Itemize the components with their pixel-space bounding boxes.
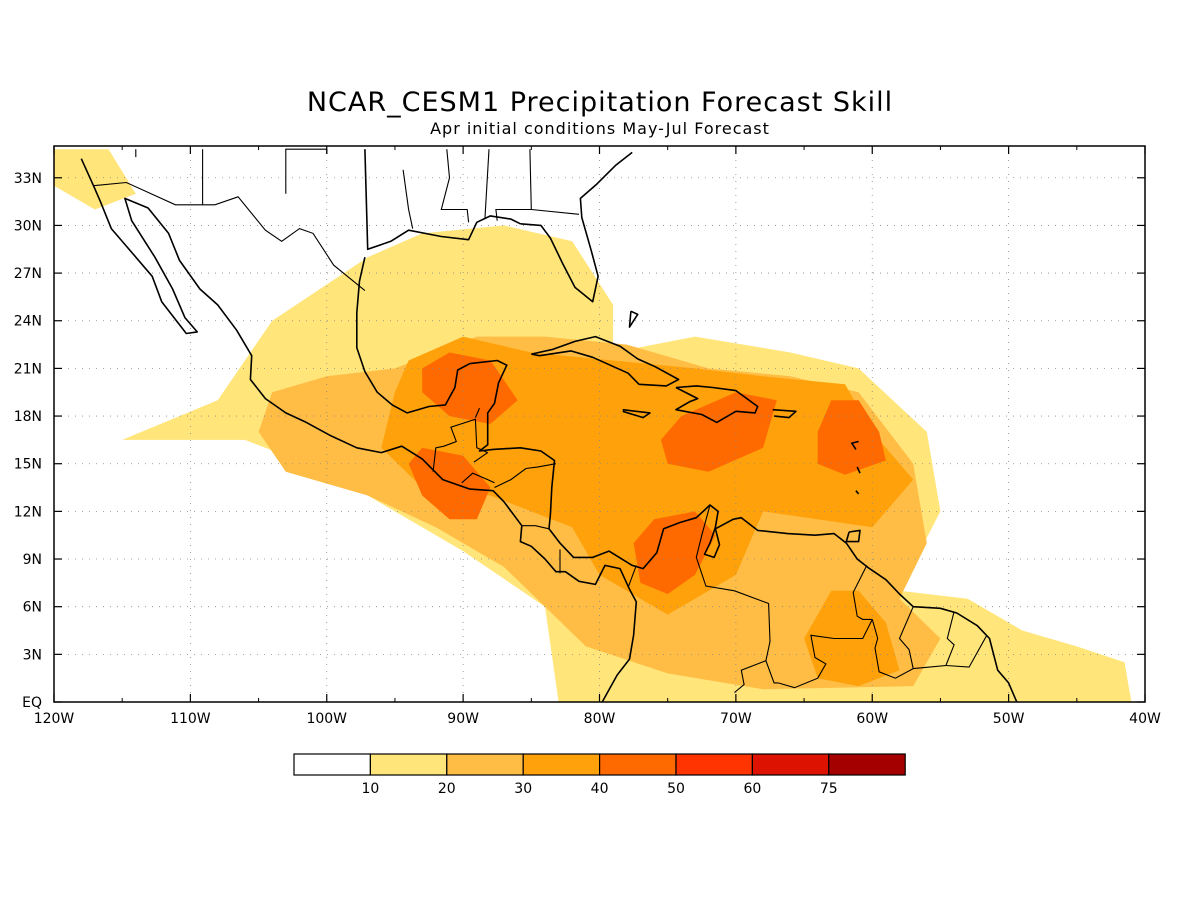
- skill-region-10: [817, 400, 886, 475]
- country-border: [945, 635, 988, 668]
- coastline: [628, 310, 639, 328]
- coastline: [520, 151, 633, 303]
- lat-tick-label: 15N: [14, 457, 42, 473]
- coastline: [855, 490, 860, 495]
- country-border: [473, 452, 489, 463]
- colorbar-swatch: [446, 753, 524, 776]
- lat-tick-label: 6N: [23, 600, 42, 616]
- country-borders: [93, 148, 988, 693]
- colorbar-label: 30: [514, 781, 532, 797]
- country-border: [495, 149, 532, 221]
- longitude-axis: 120W 110W 100W 90W 80W 70W 60W 50W 40W: [34, 146, 1161, 727]
- country-border: [93, 181, 366, 292]
- lat-tick-label: 30N: [14, 218, 42, 234]
- country-border: [484, 149, 490, 220]
- chart-title: NCAR_CESM1 Precipitation Forecast Skill: [307, 87, 893, 118]
- colorbar-swatch: [522, 753, 601, 776]
- coastline: [622, 408, 651, 419]
- lon-tick-label: 40W: [1129, 711, 1161, 727]
- coastlines: [80, 149, 1018, 702]
- colorbar-label: 10: [361, 781, 379, 797]
- latitude-axis: EQ 3N 6N 9N 12N 15N 18N 21N 24N 27N 30N 33N: [14, 171, 1145, 711]
- map-plot-area: [54, 146, 1145, 702]
- country-border: [871, 619, 914, 679]
- lat-tick-label: 12N: [14, 504, 42, 520]
- colorbar-label: 75: [820, 781, 838, 797]
- colorbar-label: 20: [438, 781, 456, 797]
- lat-tick-label: 18N: [14, 409, 42, 425]
- country-border: [898, 606, 914, 669]
- country-border: [521, 525, 550, 530]
- country-border: [913, 611, 955, 670]
- country-border: [494, 463, 556, 488]
- country-border: [627, 565, 637, 588]
- lon-tick-label: 110W: [170, 711, 211, 727]
- colorbar-label: 40: [591, 781, 609, 797]
- lon-tick-label: 50W: [993, 711, 1025, 727]
- lat-tick-label: 9N: [23, 552, 42, 568]
- colorbar-swatch: [293, 753, 372, 776]
- lat-tick-label: 27N: [14, 266, 42, 282]
- country-border: [474, 407, 481, 418]
- lon-tick-label: 120W: [34, 711, 75, 727]
- coastline: [772, 408, 797, 419]
- lon-tick-label: 90W: [447, 711, 479, 727]
- lat-tick-label: 24N: [14, 314, 42, 330]
- colorbar-label: 50: [667, 781, 685, 797]
- lat-tick-label: EQ: [22, 695, 42, 711]
- country-border: [402, 169, 414, 229]
- coastline: [856, 466, 861, 474]
- colorbar-label: 60: [743, 781, 761, 797]
- colorbar-swatch: [675, 753, 754, 776]
- coastline: [845, 529, 861, 543]
- skill-region-2: [54, 149, 136, 210]
- color-legend: 10 20 30 40 50 60 75: [293, 753, 906, 797]
- colorbar-swatch: [598, 753, 677, 776]
- country-border: [531, 208, 580, 215]
- colorbar-swatch: [369, 753, 448, 776]
- lon-tick-label: 60W: [856, 711, 888, 727]
- coastline: [531, 335, 680, 387]
- colorbar-swatch: [751, 753, 830, 776]
- country-border: [432, 418, 488, 472]
- country-border: [440, 149, 470, 223]
- skill-region-8: [633, 511, 716, 594]
- lat-tick-label: 3N: [23, 647, 42, 663]
- country-border: [734, 660, 767, 693]
- coastline: [364, 149, 521, 251]
- colorbar-swatch: [828, 753, 906, 776]
- coastline: [80, 158, 638, 702]
- country-border: [695, 504, 779, 684]
- coastline: [850, 440, 859, 450]
- lon-tick-label: 100W: [306, 711, 347, 727]
- skill-shading-layer: [54, 149, 1132, 702]
- lon-tick-label: 70W: [720, 711, 752, 727]
- country-border: [461, 472, 495, 484]
- skill-region-6: [422, 352, 518, 424]
- lon-tick-label: 80W: [584, 711, 616, 727]
- country-border: [778, 619, 873, 689]
- lat-tick-label: 33N: [14, 171, 42, 187]
- country-border: [285, 148, 328, 194]
- country-border: [852, 565, 873, 620]
- skill-region-4: [381, 336, 914, 615]
- coastline: [355, 257, 1018, 702]
- chart-subtitle: Apr initial conditions May-Jul Forecast: [430, 119, 770, 138]
- lat-tick-label: 21N: [14, 361, 42, 377]
- coastline: [675, 385, 759, 424]
